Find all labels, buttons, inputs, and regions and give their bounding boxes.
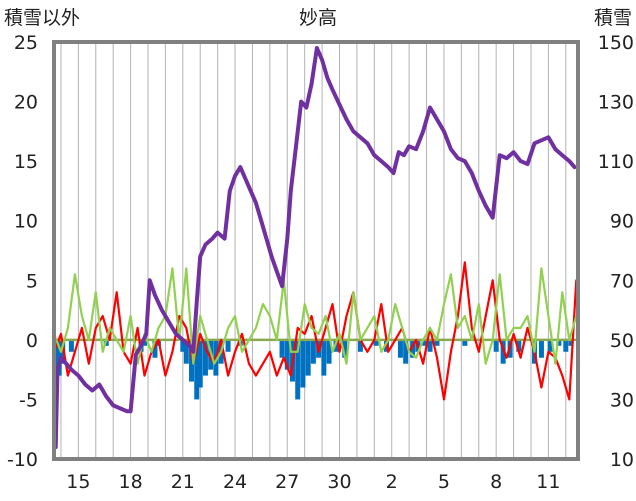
snowfall-bar (310, 339, 316, 364)
snowfall-bar (563, 339, 569, 352)
snowfall-bar (321, 339, 327, 376)
y2-tick-label: 150 (598, 32, 634, 54)
y-tick-label: 25 (14, 32, 38, 54)
y2-tick-label: 70 (610, 270, 634, 292)
x-tick-label: 27 (275, 471, 299, 493)
right-axis-ticks: 150 130 110 90 70 50 30 10 (598, 32, 634, 471)
chart-title: 妙高 (299, 7, 337, 29)
y2-tick-label: 110 (598, 151, 634, 173)
snowfall-bar (434, 339, 440, 346)
y-tick-label: 5 (26, 270, 38, 292)
snowfall-bar (357, 339, 363, 352)
snowfall-bar (397, 339, 403, 358)
y2-tick-label: 50 (610, 330, 634, 352)
snowfall-bar (403, 339, 409, 364)
snowfall-bar (516, 339, 522, 352)
x-tick-label: 2 (386, 471, 398, 493)
y-tick-label: 15 (14, 151, 38, 173)
y-tick-label: -5 (19, 389, 38, 411)
snowfall-bar (373, 339, 379, 346)
snowfall-bar (68, 339, 74, 352)
x-tick-label: 8 (490, 471, 502, 493)
snowfall-bar (300, 339, 306, 388)
snowfall-bar (60, 339, 66, 364)
snowfall-bar (284, 339, 290, 370)
x-tick-label: 24 (223, 471, 247, 493)
snowfall-bar (152, 339, 158, 358)
snowfall-bar (202, 339, 208, 376)
x-tick-label: 21 (171, 471, 195, 493)
snowfall-bar (538, 339, 544, 358)
y-tick-label: 10 (14, 211, 38, 233)
snowfall-bar (142, 339, 148, 346)
snowfall-bar (194, 339, 200, 400)
x-tick-label: 11 (536, 471, 560, 493)
snowfall-bar (568, 339, 574, 346)
x-tick-label: 15 (66, 471, 90, 493)
snow-depth-line (53, 46, 577, 450)
snowfall-bar (326, 339, 332, 364)
snowfall-bar (225, 339, 231, 352)
snowfall-bar (197, 339, 203, 388)
snowfall-bar (427, 339, 433, 352)
left-axis-ticks: 25 20 15 10 5 0 -5 -10 (7, 32, 38, 471)
snowfall-bar (189, 339, 195, 382)
snowfall-bar (547, 339, 553, 352)
snowfall-bar (279, 339, 285, 358)
x-tick-label: 30 (327, 471, 351, 493)
grid-lines (60, 42, 567, 459)
snowfall-bar (342, 339, 348, 358)
snowfall-bar (462, 339, 468, 346)
snowfall-bar (556, 339, 562, 346)
snowfall-bar (493, 339, 499, 352)
x-tick-label: 18 (119, 471, 143, 493)
y2-tick-label: 10 (610, 449, 634, 471)
right-axis-label: 積雪 (594, 7, 632, 29)
snowfall-bar (295, 339, 301, 400)
plot-frame (52, 40, 580, 461)
snowfall-bar (180, 339, 186, 352)
snowfall-bar (305, 339, 311, 376)
y2-tick-label: 30 (610, 389, 634, 411)
x-tick-label: 5 (438, 471, 450, 493)
y2-tick-label: 130 (598, 92, 634, 114)
snowfall-bar (183, 339, 189, 364)
snowfall-bar (422, 339, 428, 346)
y2-tick-label: 90 (610, 211, 634, 233)
y-tick-label: -10 (7, 449, 38, 471)
x-axis-ticks: 15 18 21 24 27 30 2 5 8 11 (66, 471, 560, 493)
left-axis-label: 積雪以外 (4, 7, 80, 29)
y-tick-label: 0 (26, 330, 38, 352)
snowfall-bar (410, 339, 416, 358)
y-tick-label: 20 (14, 92, 38, 114)
series-lines (52, 46, 578, 450)
